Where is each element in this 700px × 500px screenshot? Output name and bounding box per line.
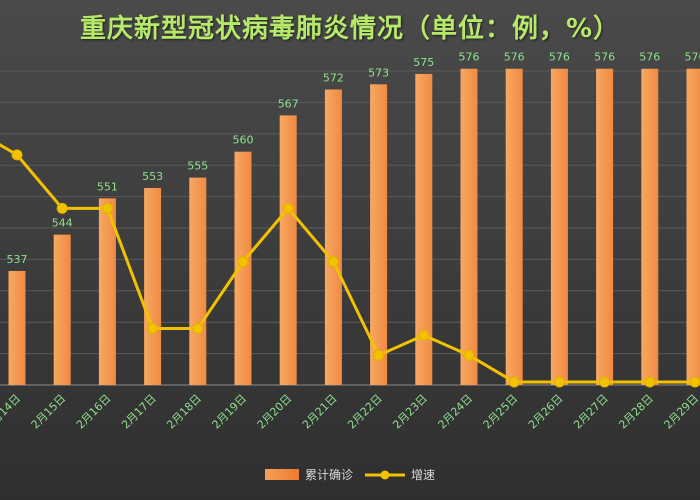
- x-tick-label: 2月29日: [662, 392, 700, 432]
- bar-2月16日: [98, 198, 116, 385]
- x-tick-label: 2月23日: [390, 392, 430, 432]
- growth-rate-point: [101, 202, 113, 214]
- bar-2月15日: [53, 234, 71, 385]
- growth-rate-point: [282, 202, 294, 214]
- growth-rate-point: [56, 202, 68, 214]
- bar-value-label: 572: [323, 71, 344, 84]
- bar-2月19日: [234, 151, 252, 385]
- x-tick-label: 2月18日: [164, 392, 204, 432]
- legend-bar-label: 累计确诊: [304, 468, 353, 482]
- growth-rate-point: [418, 329, 430, 341]
- legend-line-label: 增速: [411, 468, 436, 482]
- growth-rate-point: [463, 349, 475, 361]
- growth-rate-point: [11, 149, 23, 161]
- x-tick-label: 2月25日: [481, 392, 521, 432]
- bar-value-label: 573: [368, 66, 389, 79]
- bar-value-label: 576: [459, 51, 480, 64]
- growth-rate-point: [192, 323, 204, 335]
- bar-value-label: 537: [7, 253, 28, 266]
- bar-value-label: 576: [685, 51, 700, 64]
- growth-rate-point: [689, 376, 700, 388]
- bar-value-label: 576: [504, 51, 525, 64]
- x-tick-label: 2月28日: [616, 392, 656, 432]
- growth-rate-point: [553, 376, 565, 388]
- growth-rate-point: [147, 323, 159, 335]
- x-tick-label: 2月16日: [74, 392, 114, 432]
- bar-2月23日: [415, 73, 433, 385]
- bar-2月20日: [279, 115, 297, 386]
- line-series: [0, 143, 700, 388]
- bar-value-label: 544: [52, 217, 73, 230]
- x-tick-label: 2月27日: [571, 392, 611, 432]
- bar-series: [8, 68, 700, 386]
- bar-value-label: 576: [549, 51, 570, 64]
- grid-lines: [0, 70, 700, 386]
- bar-value-label: 576: [639, 51, 660, 64]
- growth-rate-point: [327, 256, 339, 268]
- bar-2月27日: [596, 68, 614, 385]
- growth-rate-point: [373, 349, 385, 361]
- bar-2月26日: [550, 68, 568, 385]
- bar-2月22日: [370, 84, 388, 386]
- bar-2月24日: [460, 68, 478, 385]
- x-tick-label: 2月26日: [526, 392, 566, 432]
- bar-value-label: 551: [97, 180, 118, 193]
- growth-rate-point: [237, 256, 249, 268]
- legend-item-bar: 累计确诊: [264, 466, 353, 483]
- legend-item-line: 增速: [365, 466, 435, 483]
- x-tick-label: 2月15日: [29, 392, 69, 432]
- bar-2月25日: [505, 68, 523, 385]
- bar-2月18日: [189, 177, 207, 385]
- legend-line-swatch: [365, 470, 405, 479]
- growth-rate-point: [644, 376, 656, 388]
- bar-value-label: 555: [187, 160, 208, 173]
- bar-2月21日: [324, 89, 342, 385]
- x-tick-label: 2月14日: [0, 392, 23, 432]
- x-axis-ticks: 2月14日 2月15日 2月16日 2月17日 2月18日 2月19日 2月20日 2月21日…: [0, 392, 700, 432]
- growth-rate-point: [599, 376, 611, 388]
- x-tick-label: 2月17日: [119, 392, 159, 432]
- x-tick-label: 2月21日: [300, 392, 340, 432]
- bar-data-labels: 537 544 551 553 555 560 567 572 573 575 576 576 576 5…: [7, 51, 700, 266]
- bar-value-label: 560: [233, 134, 254, 147]
- bar-value-label: 576: [594, 51, 615, 64]
- legend-bar-swatch: [264, 469, 299, 480]
- bar-2月14日: [8, 270, 26, 385]
- x-tick-label: 2月24日: [436, 392, 476, 432]
- bar-2月17日: [144, 187, 162, 385]
- bar-value-label: 575: [413, 56, 434, 69]
- bar-value-label: 567: [278, 97, 299, 110]
- x-tick-label: 2月20日: [255, 392, 295, 432]
- bar-2月29日: [686, 68, 700, 385]
- chart-title: 重庆新型冠状病毒肺炎情况（单位：例，%）: [79, 14, 621, 44]
- x-tick-label: 2月22日: [345, 392, 385, 432]
- legend: 累计确诊 增速: [0, 466, 700, 483]
- bar-value-label: 553: [142, 170, 163, 183]
- x-tick-label: 2月19日: [210, 392, 250, 432]
- bar-2月28日: [641, 68, 659, 385]
- growth-rate-point: [508, 376, 520, 388]
